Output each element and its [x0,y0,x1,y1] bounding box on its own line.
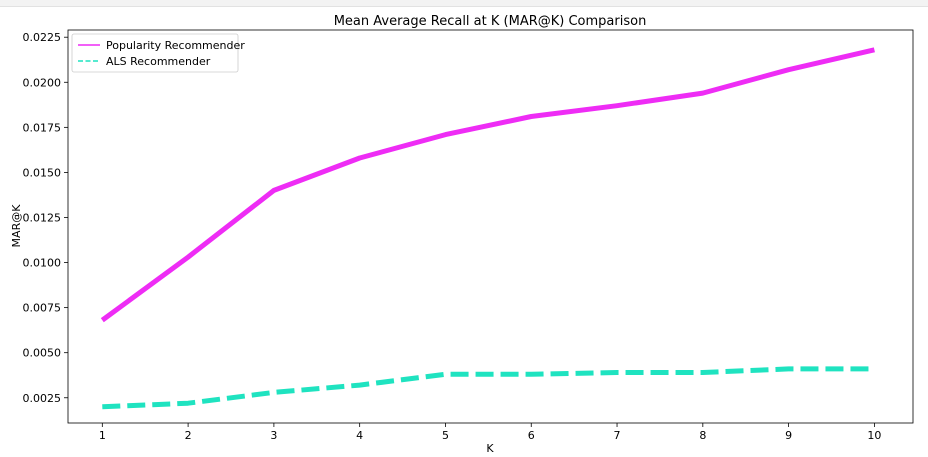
legend-label-als: ALS Recommender [106,55,211,68]
series-line-popularity [100,47,875,323]
y-tick-label: 0.0225 [23,31,62,44]
data-point [443,372,448,377]
data-point [357,383,362,388]
x-tick-label: 5 [442,429,449,442]
x-tick-label: 1 [99,429,106,442]
cell-toolbar-strip [0,0,928,7]
y-tick-label: 0.0200 [23,76,62,89]
data-point [872,47,877,52]
y-tick-label: 0.0100 [23,257,62,270]
y-axis: 0.0025 0.0050 0.0075 0.0100 0.0125 0.0150 0.01… [23,31,68,405]
chart-title: Mean Average Recall at K (MAR@K) Compari… [334,14,647,29]
x-tick-label: 9 [785,429,792,442]
data-point [271,188,276,193]
data-point [100,318,105,323]
data-point [100,404,105,409]
x-axis-label: K [486,442,494,455]
data-point [186,255,191,260]
x-tick-label: 2 [185,429,192,442]
legend: Popularity Recommender ALS Recommender [71,33,245,73]
data-point [357,155,362,160]
data-point [529,372,534,377]
data-point [872,366,877,371]
x-tick-label: 6 [528,429,535,442]
x-tick-label: 4 [356,429,363,442]
data-point [700,91,705,96]
y-tick-label: 0.0175 [23,121,62,134]
data-point [615,370,620,375]
series-line-als [102,366,875,410]
y-tick-label: 0.0025 [23,392,62,405]
data-point [186,401,191,406]
y-axis-label: MAR@K [10,204,23,248]
data-point [615,103,620,108]
data-point [271,390,276,395]
data-point [786,67,791,72]
plot-area-frame [67,29,914,424]
y-tick-label: 0.0050 [23,347,62,360]
legend-box [71,33,239,73]
data-point [443,132,448,137]
x-tick-label: 3 [270,429,277,442]
legend-label-popularity: Popularity Recommender [106,39,245,52]
series-lines [100,47,877,410]
data-point [700,370,705,375]
x-tick-label: 10 [867,429,881,442]
y-tick-label: 0.0075 [23,302,62,315]
data-point [529,114,534,119]
data-point [786,366,791,371]
x-axis: 1 2 3 4 5 6 7 8 9 10 [99,423,881,442]
y-tick-label: 0.0125 [23,211,62,224]
x-tick-label: 8 [699,429,706,442]
x-tick-label: 7 [614,429,621,442]
y-tick-label: 0.0150 [23,166,62,179]
